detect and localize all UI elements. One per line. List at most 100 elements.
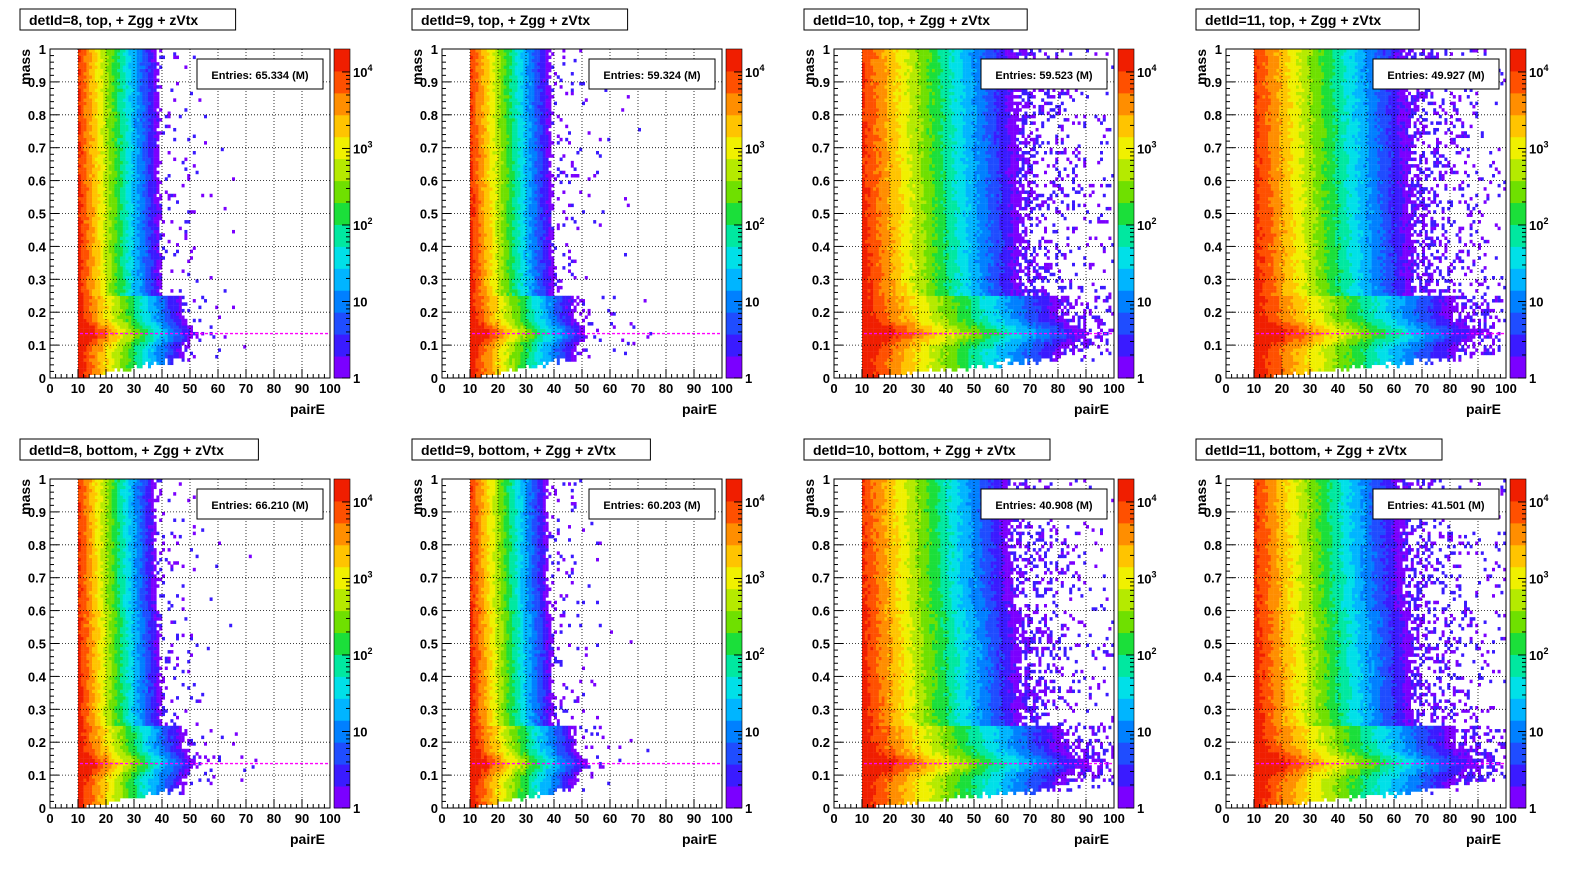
heatmap-cell xyxy=(114,250,117,253)
heatmap-cell xyxy=(98,105,101,108)
heatmap-cell xyxy=(95,138,98,141)
heatmap-cell xyxy=(109,246,112,249)
heatmap-cell xyxy=(170,322,173,325)
heatmap-cell xyxy=(140,220,143,223)
heatmap-cell xyxy=(148,49,151,52)
heatmap-cell xyxy=(151,52,154,55)
heatmap-cell xyxy=(120,230,123,233)
heatmap-cell xyxy=(168,151,171,154)
heatmap-cell xyxy=(126,197,129,200)
heatmap-cell xyxy=(114,306,117,309)
heatmap-cell xyxy=(86,148,89,151)
heatmap-cell xyxy=(123,98,126,101)
heatmap-cell xyxy=(98,204,101,207)
heatmap-cell xyxy=(142,204,145,207)
heatmap-cell xyxy=(120,98,123,101)
heatmap-cell xyxy=(92,237,95,240)
heatmap-cell xyxy=(95,306,98,309)
heatmap-cell xyxy=(154,230,157,233)
heatmap-cell xyxy=(89,148,92,151)
heatmap-cell xyxy=(84,296,87,299)
heatmap-cell xyxy=(134,98,137,101)
heatmap-cell xyxy=(120,299,123,302)
heatmap-cell xyxy=(89,115,92,118)
heatmap-cell xyxy=(162,348,165,351)
heatmap-cell xyxy=(95,329,98,332)
heatmap-cell xyxy=(109,348,112,351)
heatmap-cell xyxy=(81,352,84,355)
heatmap-cell xyxy=(81,138,84,141)
heatmap-cell xyxy=(98,220,101,223)
heatmap-cell xyxy=(134,260,137,263)
heatmap-cell xyxy=(98,85,101,88)
heatmap-cell xyxy=(120,315,123,318)
heatmap-cell xyxy=(114,72,117,75)
heatmap-cell xyxy=(145,306,148,309)
heatmap-cell xyxy=(142,223,145,226)
heatmap-cell xyxy=(114,135,117,138)
heatmap-cell xyxy=(120,92,123,95)
heatmap-cell xyxy=(120,256,123,259)
heatmap-cell xyxy=(142,128,145,131)
heatmap-cell xyxy=(92,204,95,207)
heatmap-cell xyxy=(112,72,115,75)
heatmap-cell xyxy=(112,292,115,295)
heatmap-cell xyxy=(120,223,123,226)
heatmap-cell xyxy=(98,302,101,305)
heatmap-cell xyxy=(140,246,143,249)
heatmap-cell xyxy=(123,171,126,174)
heatmap-cell xyxy=(137,181,140,184)
heatmap-cell xyxy=(151,260,154,263)
heatmap-cell xyxy=(120,335,123,338)
heatmap-cell xyxy=(112,302,115,305)
heatmap-cell xyxy=(100,62,103,65)
heatmap-cell xyxy=(89,181,92,184)
heatmap-cell xyxy=(95,95,98,98)
heatmap-cell xyxy=(92,355,95,358)
heatmap-cell xyxy=(78,214,81,217)
heatmap-cell xyxy=(162,329,165,332)
heatmap-cell xyxy=(117,158,120,161)
heatmap-cell xyxy=(89,263,92,266)
heatmap-cell xyxy=(78,237,81,240)
heatmap-cell xyxy=(117,131,120,134)
heatmap-cell xyxy=(142,345,145,348)
heatmap-cell xyxy=(123,339,126,342)
heatmap-cell xyxy=(106,194,109,197)
heatmap-cell xyxy=(170,296,173,299)
heatmap-cell xyxy=(109,358,112,361)
heatmap-cell xyxy=(92,138,95,141)
heatmap-cell xyxy=(128,273,131,276)
heatmap-cell xyxy=(100,358,103,361)
heatmap-cell xyxy=(154,227,157,230)
heatmap-cell xyxy=(142,322,145,325)
heatmap-cell xyxy=(92,148,95,151)
heatmap-cell xyxy=(89,121,92,124)
heatmap-cell xyxy=(86,362,89,365)
heatmap-cell xyxy=(154,187,157,190)
heatmap-cell xyxy=(95,256,98,259)
heatmap-cell xyxy=(98,194,101,197)
heatmap-cell xyxy=(137,154,140,157)
heatmap-cell xyxy=(92,348,95,351)
heatmap-cell xyxy=(114,348,117,351)
heatmap-cell xyxy=(78,256,81,259)
heatmap-cell xyxy=(106,200,109,203)
heatmap-cell xyxy=(154,128,157,131)
heatmap-cell xyxy=(134,135,137,138)
heatmap-cell xyxy=(126,95,129,98)
heatmap-cell xyxy=(84,72,87,75)
heatmap-cell xyxy=(154,329,157,332)
heatmap-cell xyxy=(137,322,140,325)
heatmap-cell xyxy=(123,315,126,318)
heatmap-cell xyxy=(154,174,157,177)
heatmap-cell xyxy=(78,319,81,322)
heatmap-cell xyxy=(123,223,126,226)
heatmap-cell xyxy=(151,49,154,52)
heatmap-cell xyxy=(81,92,84,95)
heatmap-cell xyxy=(148,138,151,141)
heatmap-cell xyxy=(148,88,151,91)
heatmap-cell xyxy=(148,171,151,174)
heatmap-cell xyxy=(78,95,81,98)
heatmap-cell xyxy=(98,325,101,328)
